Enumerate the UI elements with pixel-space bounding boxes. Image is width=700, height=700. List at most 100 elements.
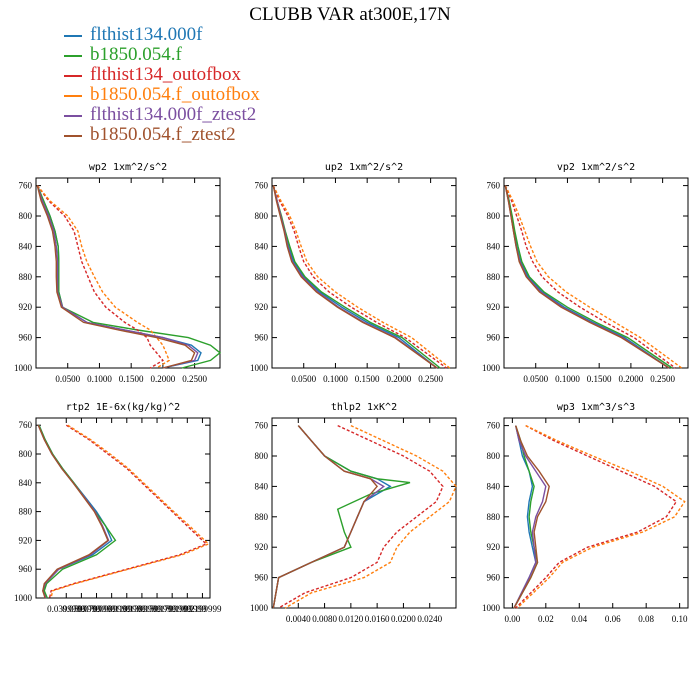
x-tick-label: 0.1599999 <box>138 604 177 614</box>
series-line <box>272 185 438 369</box>
legend-swatch <box>64 75 82 77</box>
plot-frame <box>271 417 457 609</box>
legend-swatch <box>64 135 82 137</box>
y-tick-label: 880 <box>19 507 33 517</box>
y-tick-label: 840 <box>487 481 501 491</box>
panel-title: rtp2 1E-6x(kg/kg)^2 <box>66 402 180 413</box>
x-tick-label: 0.0160 <box>365 614 390 624</box>
y-tick-label: 800 <box>19 449 33 459</box>
legend-label: b1850.054.f <box>90 44 182 65</box>
series-line <box>36 185 222 369</box>
y-tick-label: 880 <box>487 272 501 282</box>
series-line <box>272 185 438 369</box>
y-tick-label: 880 <box>487 512 501 522</box>
y-tick-label: 800 <box>487 211 501 221</box>
x-tick-label: 0.1999999 <box>168 604 207 614</box>
x-tick-label: 0.08 <box>638 614 654 624</box>
y-tick-label: 840 <box>19 478 33 488</box>
page-title: CLUBB VAR at300E,17N <box>249 4 451 25</box>
x-tick-label: 0.0399999 <box>47 604 86 614</box>
legend-label: flthist134.000f_ztest2 <box>90 104 257 125</box>
panel-title: up2 1xm^2/s^2 <box>325 162 403 173</box>
y-tick-label: 920 <box>19 535 33 545</box>
y-tick-label: 920 <box>487 302 501 312</box>
x-tick-label: 0.0500 <box>55 374 80 384</box>
series-line <box>272 185 447 369</box>
x-tick-label: 0.06 <box>605 614 621 624</box>
panel-title: wp3 1xm^3/s^3 <box>557 402 635 413</box>
x-tick-label: 0.2000 <box>619 374 644 384</box>
y-tick-label: 960 <box>255 573 269 583</box>
x-tick-label: 0.2500 <box>650 374 675 384</box>
plot-frame <box>271 177 457 369</box>
plot-frame <box>35 177 221 369</box>
y-tick-label: 760 <box>19 420 33 430</box>
y-tick-label: 800 <box>487 451 501 461</box>
x-tick-label: 0.10 <box>672 614 688 624</box>
y-tick-label: 1000 <box>250 603 269 613</box>
x-tick-label: 0.0080 <box>312 614 337 624</box>
series-line <box>36 185 164 369</box>
series-line <box>513 425 550 609</box>
x-tick-label: 0.1500 <box>587 374 612 384</box>
series-line <box>50 424 210 599</box>
series-line <box>513 425 547 609</box>
series-line <box>272 425 385 609</box>
y-tick-label: 840 <box>255 481 269 491</box>
series-line <box>37 424 110 599</box>
chart-panel: rtp2 1E-6x(kg/kg)^2 760 800 840 880 920 960 100… <box>14 402 222 614</box>
legend-label: flthist134.000f <box>90 24 203 45</box>
series-line <box>278 424 444 609</box>
x-tick-label: 0.0500 <box>523 374 548 384</box>
x-tick-label: 0.1799999 <box>153 604 192 614</box>
x-tick-label: 0.1500 <box>119 374 144 384</box>
x-tick-label: 0.0240 <box>417 614 442 624</box>
series-line <box>284 424 457 609</box>
x-tick-label: 0.0120 <box>338 614 363 624</box>
series-line <box>504 185 670 369</box>
legend-label: b1850.054.f_outofbox <box>90 84 260 105</box>
y-tick-label: 880 <box>255 272 269 282</box>
x-tick-label: 0.0040 <box>286 614 311 624</box>
legend-swatch <box>64 95 82 97</box>
y-tick-label: 800 <box>255 211 269 221</box>
x-tick-label: 0.04 <box>571 614 587 624</box>
x-tick-label: 0.2000 <box>387 374 412 384</box>
chart-panel: up2 1xm^2/s^2 760 800 840 880 920 960 1000 0.050… <box>250 162 457 384</box>
y-tick-label: 840 <box>487 241 501 251</box>
y-tick-label: 960 <box>487 333 501 343</box>
x-tick-label: 0.2500 <box>182 374 207 384</box>
x-tick-label: 0.0799999 <box>77 604 116 614</box>
legend-swatch <box>64 55 82 57</box>
x-tick-label: 0.2500 <box>418 374 443 384</box>
y-tick-label: 840 <box>19 241 33 251</box>
y-tick-label: 880 <box>255 512 269 522</box>
plot-frame <box>503 417 689 609</box>
x-tick-label: 0.1399999 <box>123 604 162 614</box>
series-line <box>504 185 676 369</box>
y-tick-label: 1000 <box>14 363 33 373</box>
legend-label: flthist134_outofbox <box>90 64 241 85</box>
y-tick-label: 960 <box>255 333 269 343</box>
y-tick-label: 960 <box>19 333 33 343</box>
y-tick-label: 960 <box>487 573 501 583</box>
x-tick-label: 0.1000 <box>555 374 580 384</box>
chart-panel: wp2 1xm^2/s^2 760 800 840 880 920 960 1000 0.050… <box>14 162 222 384</box>
x-tick-label: 0.0200 <box>391 614 416 624</box>
series-line <box>48 424 208 599</box>
series-line <box>36 185 196 369</box>
panel-title: vp2 1xm^2/s^2 <box>557 162 635 173</box>
series-line <box>272 185 451 369</box>
series-line <box>516 424 686 609</box>
y-tick-label: 1000 <box>482 363 501 373</box>
x-tick-label: 0.2199999 <box>183 604 222 614</box>
y-tick-label: 920 <box>255 542 269 552</box>
x-tick-label: 0.2000 <box>151 374 176 384</box>
x-tick-label: 0.0999999 <box>93 604 132 614</box>
series-line <box>272 425 379 609</box>
series-line <box>504 185 673 369</box>
x-tick-label: 0.1500 <box>355 374 380 384</box>
plot-frame <box>35 417 211 599</box>
